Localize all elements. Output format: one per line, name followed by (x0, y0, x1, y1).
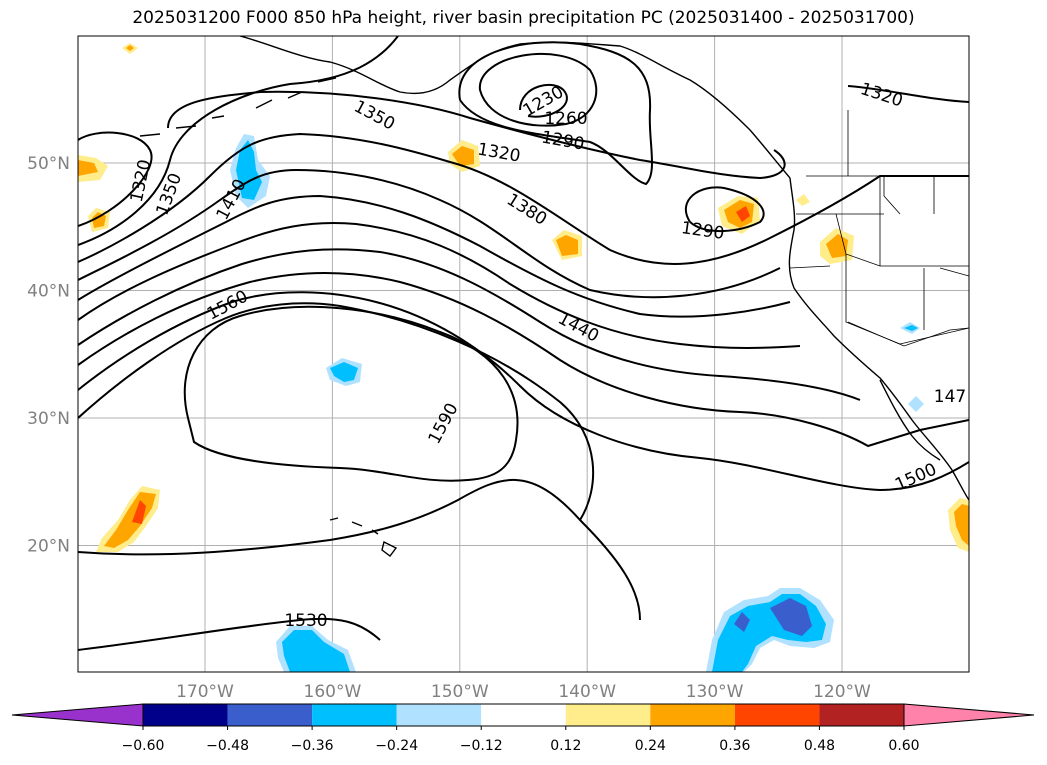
political-borders (789, 110, 969, 347)
colorbar-segment (565, 704, 651, 726)
precip-negative-areas (230, 134, 924, 672)
colorbar-tick-label: −0.48 (206, 738, 249, 754)
contour-label: 147 (934, 387, 966, 407)
longitude-label: 120°W (813, 682, 871, 702)
colorbar-tick-label: −0.36 (291, 738, 334, 754)
colorbar-outline (142, 703, 905, 727)
coastlines (139, 36, 969, 557)
precip-area (796, 194, 810, 206)
latitude-label: 50°N (27, 154, 70, 174)
precip-area (770, 598, 812, 636)
us-mexico-border (847, 321, 969, 347)
latitude-label: 40°N (27, 282, 70, 302)
height-contours (78, 36, 969, 651)
precip-area (904, 325, 918, 331)
precip-area (330, 362, 358, 382)
longitude-label: 150°W (431, 682, 489, 702)
baja-peninsula (879, 379, 941, 461)
precip-area (78, 160, 98, 176)
colorbar-extend-high (903, 703, 1035, 727)
colorbar-tick-label: 0.36 (719, 738, 750, 754)
colorbar-segment (312, 704, 397, 726)
contour-line (78, 132, 969, 265)
precip-area (556, 235, 578, 256)
precip-area (908, 396, 924, 412)
colorbar-tick-label: 0.60 (888, 738, 919, 754)
hawaii-islands (329, 517, 398, 557)
precip-positive-areas (78, 43, 969, 552)
contour-line (519, 83, 568, 118)
contour-line (78, 478, 641, 621)
graticule (78, 36, 969, 672)
contour-line (78, 291, 969, 492)
longitude-labels: 170°W 160°W 150°W 140°W 130°W 120°W (176, 682, 871, 702)
contour-line (78, 221, 801, 349)
longitude-label: 160°W (304, 682, 362, 702)
contour-label: 1260 (544, 109, 587, 129)
latitude-labels: 50°N 40°N 30°N 20°N (27, 154, 70, 557)
latitude-label: 30°N (27, 409, 70, 429)
map-title: 2025031200 F000 850 hPa height, river ba… (132, 8, 915, 28)
canada-provinces (847, 110, 935, 215)
contour-line (78, 131, 153, 227)
contour-line (183, 305, 519, 482)
contour-line (78, 36, 399, 246)
contour-line (847, 85, 969, 103)
precip-area (92, 212, 106, 228)
aleutian-islands (139, 77, 337, 137)
colorbar-tick-label: 0.48 (804, 738, 835, 754)
precip-area (126, 45, 134, 51)
precip-area (452, 146, 474, 166)
colorbar-segment (734, 704, 820, 726)
longitude-label: 140°W (558, 682, 616, 702)
contour-line (167, 90, 786, 180)
colorbar-tick-label: 0.12 (550, 738, 581, 754)
alaska-coast (239, 36, 791, 179)
contour-line (78, 272, 969, 448)
contour-line (478, 52, 598, 127)
west-coast (788, 177, 969, 501)
colorbar-tick-label: −0.60 (122, 738, 165, 754)
contour-line (78, 248, 861, 401)
colorbar-segment (481, 704, 566, 726)
precip-area (954, 504, 969, 546)
colorbar-segment (819, 704, 904, 726)
longitude-label: 130°W (686, 682, 744, 702)
colorbar: −0.60 −0.48 −0.36 −0.24 −0.12 0.12 0.24 0.36 0.4… (11, 703, 1035, 754)
colorbar-tick-label: −0.12 (460, 738, 503, 754)
colorbar-tick-label: −0.24 (375, 738, 418, 754)
longitude-label: 170°W (176, 682, 234, 702)
precip-area (736, 206, 750, 222)
precip-area (734, 612, 750, 632)
colorbar-tick-label: 0.24 (635, 738, 666, 754)
latitude-label: 20°N (27, 537, 70, 557)
colorbar-segment (143, 704, 228, 726)
colorbar-segment (227, 704, 313, 726)
precip-area (282, 630, 350, 672)
map-frame (77, 35, 970, 673)
map-plot-area (78, 36, 969, 672)
contour-line (78, 302, 595, 521)
colorbar-extend-low (11, 703, 144, 727)
contour-line (78, 617, 381, 651)
colorbar-segment (396, 704, 482, 726)
colorbar-segment (650, 704, 735, 726)
contour-line (684, 186, 765, 233)
contour-label: 1530 (284, 611, 327, 631)
precip-area (132, 500, 146, 524)
contour-line (78, 168, 781, 299)
contour-line (78, 194, 791, 318)
